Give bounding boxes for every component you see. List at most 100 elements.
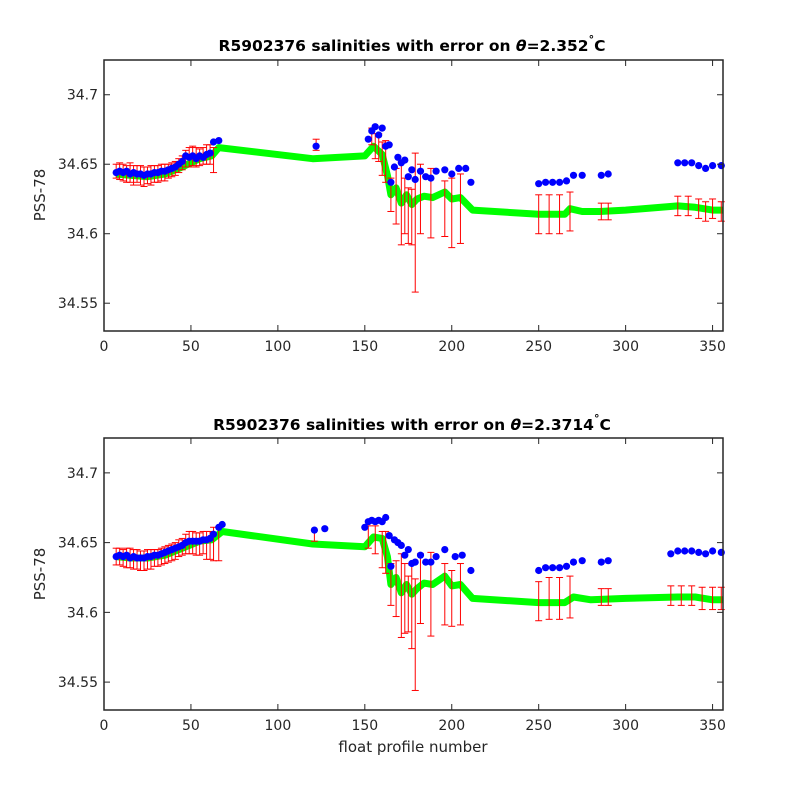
- bottom-chart-salinity-point-52: [432, 553, 440, 561]
- bottom-chart: R5902376 salinities with error on θ=2.37…: [31, 412, 726, 756]
- top-chart-x-tick-label-3: 150: [351, 339, 378, 355]
- bottom-chart-x-tick-label-3: 150: [351, 718, 378, 734]
- bottom-chart-error-bar-56: [698, 586, 706, 611]
- bottom-chart-x-axis-label: float profile number: [338, 738, 488, 756]
- top-chart-salinity-point-60: [569, 171, 578, 179]
- top-chart-salinity-point-46: [416, 167, 425, 175]
- bottom-chart-error-bar-51: [597, 588, 605, 606]
- top-chart-salinity-point-37: [385, 141, 393, 149]
- top-chart-salinity-point-54: [467, 178, 475, 186]
- bottom-chart-salinity-point-53: [441, 546, 449, 554]
- bottom-chart-error-bar-50: [566, 575, 574, 619]
- top-chart-salinity-point-34: [375, 131, 383, 139]
- bottom-chart-salinity-point-54: [451, 553, 459, 561]
- bottom-chart-salinity-point-55: [458, 551, 466, 559]
- top-chart-error-bar-40: [408, 188, 416, 246]
- bottom-chart-error-bar-48: [545, 576, 553, 620]
- bottom-chart-salinity-point-59: [549, 564, 557, 572]
- bottom-chart-error-bar-52: [604, 588, 612, 606]
- top-chart-salinity-point-70: [717, 162, 725, 170]
- bottom-chart-x-tick-label-5: 250: [525, 718, 552, 734]
- bottom-chart-error-bar-38: [401, 563, 409, 634]
- top-chart-salinity-point-69: [709, 162, 717, 170]
- bottom-chart-salinity-point-65: [604, 557, 612, 565]
- bottom-chart-salinity-point-70: [695, 548, 703, 557]
- bottom-chart-salinity-point-56: [467, 566, 475, 575]
- bottom-chart-error-bar-34: [382, 530, 390, 574]
- bottom-chart-error-bar-36: [392, 560, 400, 618]
- top-chart-salinity-point-30: [312, 142, 320, 150]
- bottom-chart-y-tick-label-2: 34.65: [58, 536, 98, 552]
- bottom-chart-salinity-point-62: [569, 558, 578, 566]
- bottom-chart-error-bar-57: [709, 586, 717, 611]
- top-chart-salinity-point-35: [378, 124, 386, 132]
- top-chart-salinity-point-55: [535, 180, 543, 188]
- bottom-chart-error-bar-44: [441, 563, 449, 626]
- bottom-chart-salinity-point-63: [578, 557, 586, 565]
- top-chart-x-tick-label-6: 300: [612, 339, 639, 355]
- top-chart-error-bar-42: [416, 163, 424, 235]
- bottom-chart-y-tick-label-0: 34.55: [58, 675, 98, 691]
- top-chart-salinity-point-58: [556, 178, 564, 186]
- bottom-chart-salinity-point-72: [709, 547, 717, 555]
- bottom-chart-salinity-point-61: [562, 562, 571, 570]
- top-chart-salinity-point-56: [542, 178, 550, 186]
- top-chart-error-bar-39: [404, 187, 412, 244]
- bottom-chart-error-bar-45: [448, 570, 456, 627]
- bottom-chart-y-axis-label: PSS-78: [31, 548, 49, 601]
- top-chart-salinity-point-52: [455, 164, 463, 172]
- top-chart-plot-background: [104, 60, 723, 331]
- top-chart-salinity-point-27: [206, 149, 214, 157]
- top-chart-error-bar-54: [684, 195, 692, 217]
- bottom-chart-x-tick-label-1: 50: [182, 718, 200, 734]
- bottom-chart-error-bar-49: [556, 576, 564, 620]
- bottom-chart-salinity-point-44: [397, 541, 405, 550]
- bottom-chart-salinity-point-71: [702, 550, 710, 558]
- top-chart-error-bar-51: [597, 202, 605, 221]
- bottom-chart-salinity-point-46: [404, 546, 412, 554]
- top-chart-y-tick-label-0: 34.55: [58, 296, 98, 312]
- bottom-chart-error-bar-41: [411, 578, 419, 691]
- top-chart-x-tick-label-4: 200: [438, 339, 465, 355]
- top-chart-salinity-point-38: [387, 178, 395, 186]
- top-chart-error-bar-48: [545, 194, 553, 235]
- bottom-chart-x-tick-label-7: 350: [699, 718, 726, 734]
- top-chart-error-bar-45: [448, 177, 456, 249]
- top-chart-x-tick-label-0: 0: [100, 339, 109, 355]
- bottom-chart-axes-frame: [103, 437, 724, 711]
- top-chart-title: R5902376 salinities with error on θ=2.35…: [219, 33, 606, 55]
- top-chart-salinity-point-44: [408, 166, 416, 174]
- top-chart-salinity-point-48: [427, 174, 435, 182]
- top-chart-error-bar-44: [441, 180, 449, 237]
- bottom-chart-salinity-point-45: [401, 551, 409, 559]
- bottom-chart-salinity-point-73: [717, 548, 725, 557]
- top-chart-error-bar-50: [566, 191, 574, 232]
- top-chart-x-tick-label-7: 350: [699, 339, 726, 355]
- bottom-chart-salinity-point-32: [321, 525, 329, 533]
- top-chart-y-tick-label-3: 34.7: [67, 88, 98, 104]
- top-chart-error-bar-56: [702, 201, 710, 222]
- bottom-chart-salinity-point-48: [411, 558, 419, 566]
- top-chart-salinity-point-59: [562, 177, 571, 185]
- top-chart-error-bar-55: [695, 198, 703, 219]
- bottom-chart-salinity-point-41: [387, 562, 395, 570]
- top-chart-y-axis-label: PSS-78: [31, 169, 49, 222]
- top-chart-salinity-point-50: [441, 166, 449, 174]
- top-chart-salinity-point-39: [390, 163, 398, 171]
- bottom-chart-salinity-point-31: [310, 526, 318, 534]
- bottom-chart-title: R5902376 salinities with error on θ=2.37…: [213, 412, 611, 434]
- top-chart-y-tick-label-1: 34.6: [67, 227, 98, 243]
- bottom-chart-y-tick-label-1: 34.6: [67, 605, 98, 621]
- bottom-chart-error-bar-54: [677, 585, 685, 606]
- top-chart-salinity-point-33: [371, 123, 379, 131]
- top-chart-salinity-point-66: [688, 159, 696, 167]
- bottom-chart-salinity-point-39: [382, 513, 390, 522]
- top-chart-error-bar-53: [674, 195, 682, 217]
- bottom-chart-error-bar-32: [371, 525, 379, 555]
- bottom-chart-y-tick-label-3: 34.7: [67, 466, 98, 482]
- bottom-chart-error-bar-39: [404, 575, 412, 633]
- bottom-chart-x-tick-label-2: 100: [265, 718, 292, 734]
- bottom-chart-salinity-point-66: [667, 550, 675, 558]
- bottom-chart-error-bar-53: [667, 585, 675, 606]
- bottom-chart-salinity-point-67: [674, 547, 682, 555]
